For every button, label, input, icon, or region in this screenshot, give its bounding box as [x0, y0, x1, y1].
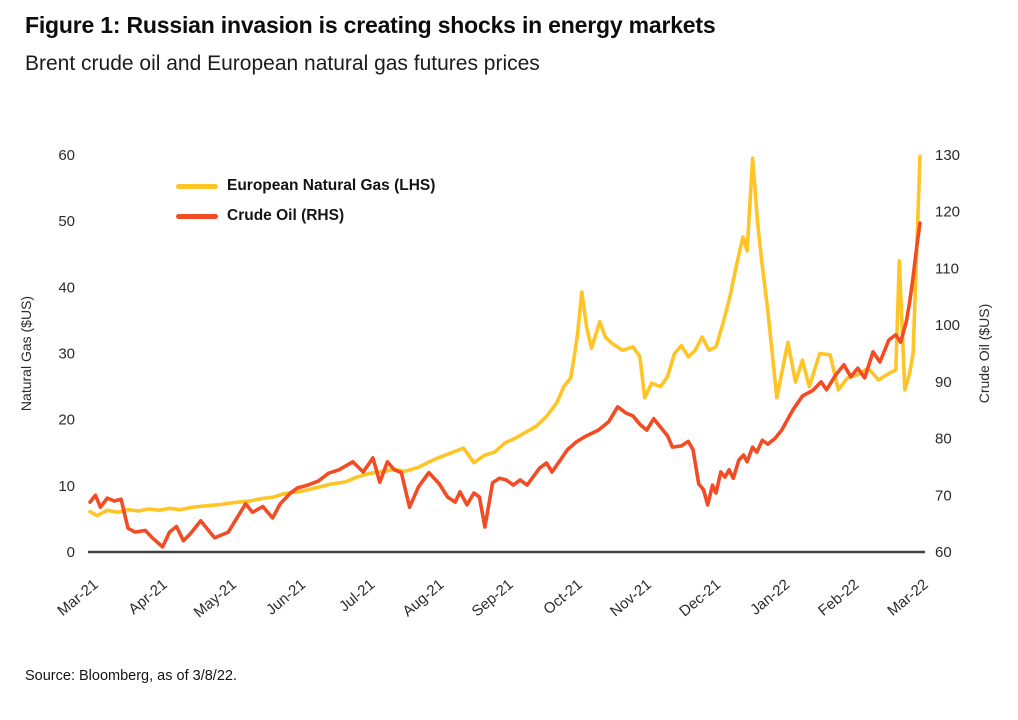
x-axis-tick: Mar-22 [884, 576, 931, 620]
gas-line-swatch [176, 183, 218, 189]
left-axis-tick: 60 [58, 147, 75, 164]
legend-label-oil: Crude Oil (RHS) [227, 207, 345, 224]
right-axis-tick: 110 [935, 260, 959, 277]
source-note: Source: Bloomberg, as of 3/8/22. [25, 668, 237, 684]
x-axis-tick: Aug-21 [399, 576, 447, 620]
right-axis-tick: 130 [935, 147, 960, 164]
oil-line-swatch [176, 213, 218, 219]
figure-subtitle: Brent crude oil and European natural gas… [25, 52, 540, 75]
x-axis-tick: Apr-21 [125, 576, 170, 618]
dual-axis-line-chart: 0 10 20 30 40 50 60 60 70 80 90 100 110 120 130 Mar-21 A… [0, 130, 1018, 660]
x-axis-tick: Jul-21 [336, 576, 378, 615]
left-axis-tick: 10 [58, 478, 75, 495]
oil-series-line [88, 221, 922, 549]
right-axis-title: Crude Oil ($US) [976, 304, 992, 404]
x-axis-tick: Jan-22 [747, 576, 793, 619]
legend-item-oil: Crude Oil (RHS) [176, 204, 435, 228]
left-axis-tick: 30 [58, 346, 75, 363]
right-axis-tick: 80 [935, 431, 952, 448]
x-axis-tick: Dec-21 [676, 576, 724, 620]
x-axis-tick: Mar-21 [54, 576, 101, 620]
x-axis-tick: Oct-21 [540, 576, 585, 618]
x-axis-tick: May-21 [191, 576, 240, 621]
figure-title: Figure 1: Russian invasion is creating s… [25, 12, 716, 38]
x-axis-tick: Sep-21 [469, 576, 517, 620]
left-axis-tick: 0 [67, 544, 75, 561]
right-axis-tick: 120 [935, 204, 960, 221]
left-axis-tick: 20 [58, 412, 75, 429]
legend-item-gas: European Natural Gas (LHS) [176, 174, 435, 198]
left-axis-tick: 50 [58, 213, 75, 230]
x-axis-tick: Jun-21 [263, 576, 309, 619]
left-axis-tick: 40 [58, 279, 75, 296]
legend-label-gas: European Natural Gas (LHS) [227, 177, 436, 194]
right-axis-tick: 100 [935, 317, 960, 334]
right-axis-tick: 70 [935, 487, 952, 504]
right-axis-tick: 90 [935, 374, 952, 391]
x-axis-tick: Nov-21 [607, 576, 655, 620]
right-axis-tick: 60 [935, 544, 952, 561]
gas-series-line [88, 154, 922, 518]
chart-canvas: 0 10 20 30 40 50 60 60 70 80 90 100 110 120 130 Mar-21 A… [18, 147, 992, 621]
x-axis-tick: Feb-22 [815, 576, 862, 620]
left-axis-title: Natural Gas ($US) [18, 296, 34, 411]
chart-legend: European Natural Gas (LHS) Crude Oil (RH… [176, 174, 435, 234]
